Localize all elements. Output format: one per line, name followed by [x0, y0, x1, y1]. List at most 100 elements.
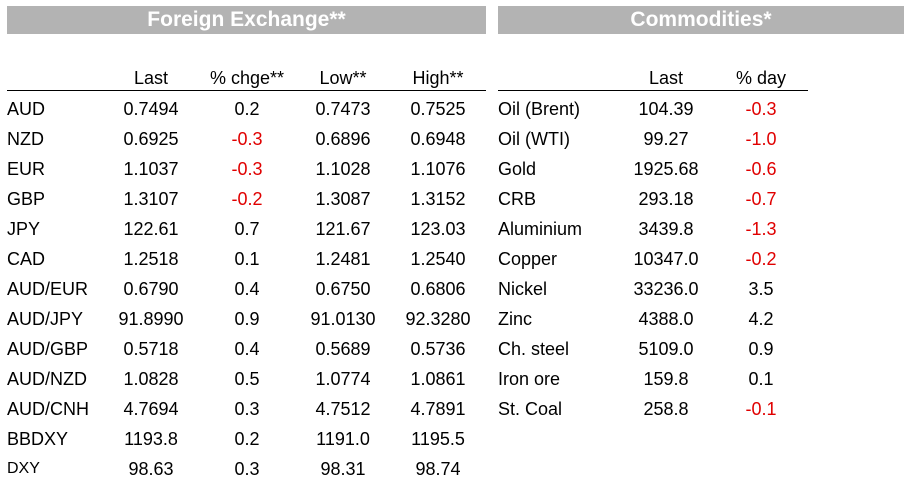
- fx-cell-low: 0.7473: [315, 99, 371, 119]
- fx-cell-high: 0.5736: [410, 339, 466, 359]
- commodity-cell-last: 293.18: [638, 189, 694, 209]
- fx-cell-last: 98.63: [128, 459, 174, 479]
- commodity-cell-day: -0.7: [745, 189, 777, 209]
- fx-cell-low: 1.0774: [315, 369, 371, 389]
- commodity-name: Zinc: [498, 309, 533, 329]
- fx-cell-last: 4.7694: [123, 399, 179, 419]
- fx-cell-chg: -0.3: [231, 159, 263, 179]
- fx-cell-low: 1.2481: [315, 249, 371, 269]
- commodity-cell-last: 104.39: [638, 99, 694, 119]
- commodity-cell-day: 0.9: [748, 339, 774, 359]
- fx-row-name: JPY: [7, 219, 41, 239]
- commodity-cell-last: 10347.0: [633, 249, 699, 269]
- commodity-cell-day: -0.1: [745, 399, 777, 419]
- commodity-cell-day: -1.3: [745, 219, 777, 239]
- commodity-cell-day: 3.5: [748, 279, 774, 299]
- fx-cell-high: 0.7525: [410, 99, 466, 119]
- fx-cell-low: 0.5689: [315, 339, 371, 359]
- commodity-cell-day: 4.2: [748, 309, 774, 329]
- fx-row-name: BBDXY: [7, 429, 69, 449]
- commodities-section-title: Commodities*: [498, 6, 904, 34]
- fx-cell-low: 1.3087: [315, 189, 371, 209]
- fx-cell-chg: -0.3: [231, 129, 263, 149]
- fx-cell-low: 121.67: [315, 219, 371, 239]
- fx-cell-chg: -0.2: [231, 189, 263, 209]
- fx-cell-high: 1195.5: [411, 429, 465, 449]
- fx-cell-low: 91.0130: [310, 309, 376, 329]
- fx-cell-high: 1.2540: [410, 249, 466, 269]
- fx-cell-last: 91.8990: [118, 309, 184, 329]
- commodity-name: Copper: [498, 249, 558, 269]
- fx-cell-last: 0.5718: [123, 339, 179, 359]
- fx-cell-high: 1.0861: [410, 369, 466, 389]
- commodity-cell-day: 0.1: [748, 369, 774, 389]
- commodity-name: CRB: [498, 189, 537, 209]
- fx-cell-chg: 0.7: [234, 219, 260, 239]
- fx-cell-low: 98.31: [320, 459, 366, 479]
- commodity-cell-day: -1.0: [745, 129, 777, 149]
- fx-row-name: CAD: [7, 249, 46, 269]
- fx-cell-chg: 0.2: [234, 99, 260, 119]
- fx-cell-chg: 0.3: [234, 459, 260, 479]
- fx-cell-high: 98.74: [415, 459, 461, 479]
- commodity-name: Gold: [498, 159, 537, 179]
- fx-cell-last: 0.6790: [123, 279, 179, 299]
- fx-row-name: AUD: [7, 99, 46, 119]
- fx-cell-high: 92.3280: [405, 309, 471, 329]
- fx-cell-high: 1.3152: [410, 189, 466, 209]
- fx-cell-low: 0.6896: [315, 129, 371, 149]
- fx-cell-chg: 0.2: [234, 429, 260, 449]
- fx-cell-low: 0.6750: [315, 279, 371, 299]
- commodity-cell-last: 4388.0: [638, 309, 694, 329]
- commodity-name: Ch. steel: [498, 339, 570, 359]
- commodity-name: Iron ore: [498, 369, 561, 389]
- commodity-name: Oil (Brent): [498, 99, 581, 119]
- commodity-name: Nickel: [498, 279, 548, 299]
- fx-cell-chg: 0.5: [234, 369, 260, 389]
- fx-row-name: EUR: [7, 159, 46, 179]
- fx-row-name: AUD/EUR: [7, 279, 89, 299]
- fx-cell-chg: 0.3: [234, 399, 260, 419]
- fx-cell-last: 1193.8: [124, 429, 178, 449]
- commodity-name: Aluminium: [498, 219, 583, 239]
- fx-cell-low: 1191.0: [316, 429, 370, 449]
- commodity-cell-day: -0.6: [745, 159, 777, 179]
- fx-row-name: AUD/JPY: [7, 309, 84, 329]
- fx-cell-chg: 0.9: [234, 309, 260, 329]
- fx-header-chg: % chge**: [209, 68, 285, 88]
- header-rule: [7, 90, 486, 91]
- fx-cell-high: 123.03: [410, 219, 466, 239]
- fx-cell-last: 0.7494: [123, 99, 179, 119]
- fx-cell-chg: 0.4: [234, 279, 260, 299]
- fx-row-name: AUD/GBP: [7, 339, 89, 359]
- fx-cell-chg: 0.1: [234, 249, 260, 269]
- fx-section-title: Foreign Exchange**: [7, 6, 486, 34]
- fx-cell-low: 1.1028: [315, 159, 371, 179]
- commodity-cell-day: -0.2: [745, 249, 777, 269]
- commodity-cell-day: -0.3: [745, 99, 777, 119]
- commodity-cell-last: 258.8: [643, 399, 689, 419]
- commodity-name: Oil (WTI): [498, 129, 570, 149]
- fx-cell-chg: 0.4: [234, 339, 260, 359]
- commodity-cell-last: 33236.0: [633, 279, 699, 299]
- fx-cell-last: 1.3107: [123, 189, 179, 209]
- fx-cell-high: 0.6806: [410, 279, 466, 299]
- fx-cell-last: 0.6925: [123, 129, 179, 149]
- fx-header-last: Last: [133, 68, 169, 88]
- commodity-cell-last: 5109.0: [638, 339, 694, 359]
- header-rule: [498, 90, 808, 91]
- fx-cell-high: 4.7891: [410, 399, 466, 419]
- commodities-header-last: Last: [648, 68, 684, 88]
- fx-row-name: DXY: [7, 460, 40, 477]
- commodity-name: St. Coal: [498, 399, 563, 419]
- commodity-cell-last: 3439.8: [638, 219, 694, 239]
- fx-row-name: GBP: [7, 189, 46, 209]
- fx-cell-low: 4.7512: [315, 399, 371, 419]
- fx-row-name: AUD/CNH: [7, 399, 90, 419]
- fx-row-name: AUD/NZD: [7, 369, 87, 389]
- fx-cell-high: 1.1076: [410, 159, 466, 179]
- fx-cell-last: 1.1037: [123, 159, 179, 179]
- fx-header-high: High**: [412, 68, 464, 88]
- fx-row-name: NZD: [7, 129, 44, 149]
- commodities-header-day: % day: [735, 68, 787, 88]
